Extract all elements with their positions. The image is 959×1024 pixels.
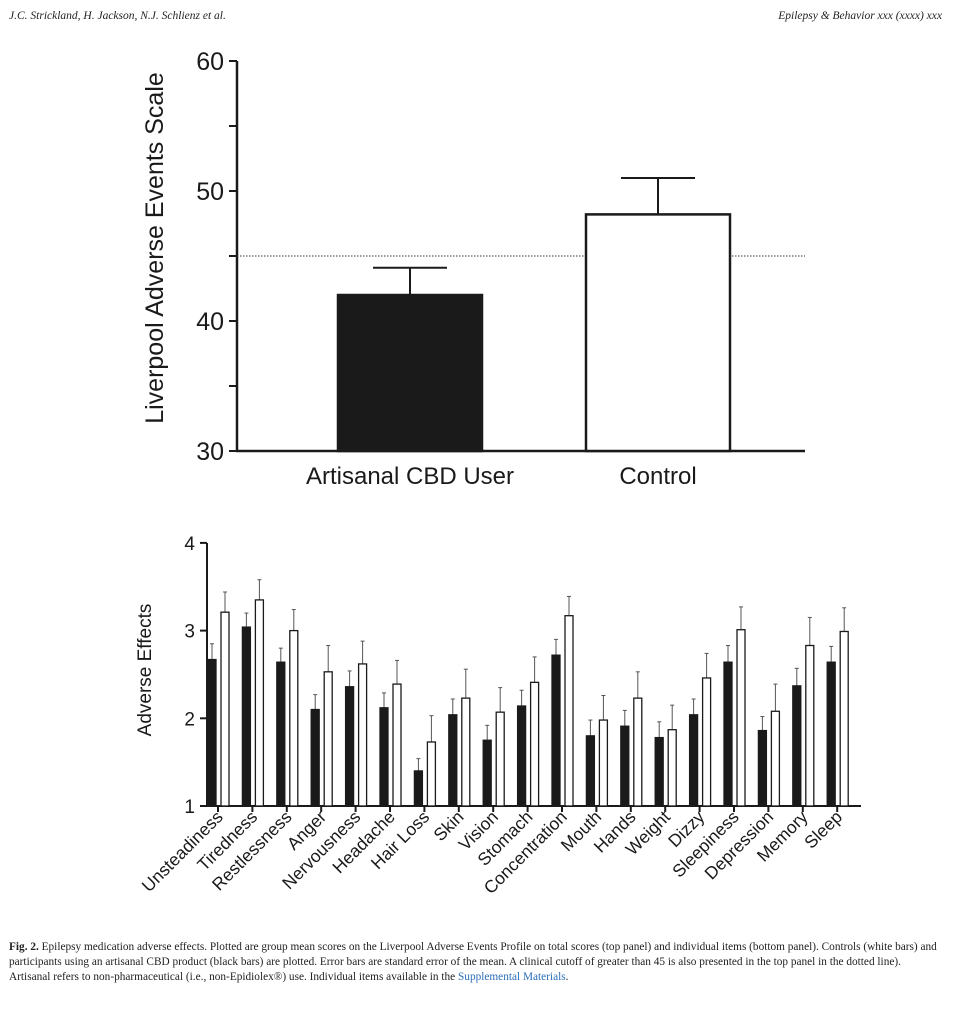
control-bar-tiredness: [254, 599, 265, 807]
cbd-bar-memory: [792, 685, 802, 807]
control-bar-restlessness: [289, 629, 299, 807]
cbd-bar-depression: [757, 729, 768, 807]
control-bar-vision: [495, 711, 505, 807]
control-bar-anger: [323, 671, 333, 807]
control-bar-hands: [633, 697, 643, 807]
control-bar-sleep: [839, 630, 849, 807]
cbd-bar-hands: [620, 725, 630, 807]
cbd-bar-tiredness: [241, 626, 252, 807]
caption-text: Epilepsy medication adverse effects. Plo…: [9, 941, 937, 983]
running-header-authors: J.C. Strickland, H. Jackson, N.J. Schlie…: [9, 10, 226, 22]
control-bar-stomach: [529, 681, 540, 807]
cbd-bar-dizzy: [688, 714, 699, 807]
control-bar-mouth: [598, 719, 609, 807]
y-tick-label: 40: [196, 308, 224, 336]
bar-artisanal-cbd-user: [336, 293, 484, 453]
cbd-bar-hair-loss: [413, 770, 424, 807]
caption-label: Fig. 2.: [9, 941, 39, 953]
figure-caption: Fig. 2. Epilepsy medication adverse effe…: [9, 940, 943, 985]
control-bar-hair-loss: [426, 741, 437, 807]
caption-end: .: [565, 971, 569, 983]
control-bar-sleepiness: [736, 629, 746, 807]
figure-2: 30 40 50 60 Liverpool Adverse Events Scale Ar…: [135, 48, 861, 898]
bar-control: [584, 213, 732, 453]
control-bar-weight: [667, 729, 677, 807]
cbd-bar-unsteadiness: [207, 658, 217, 807]
control-bar-headache: [392, 683, 402, 807]
cbd-bar-anger: [310, 708, 320, 807]
y-tick-label: 60: [196, 48, 224, 76]
running-header-journal: Epilepsy & Behavior xxx (xxxx) xxx: [778, 10, 942, 22]
control-bar-skin: [461, 697, 471, 807]
cbd-bar-restlessness: [276, 661, 286, 807]
cbd-bar-mouth: [585, 735, 596, 807]
control-bar-nervousness: [357, 663, 368, 807]
control-bar-dizzy: [701, 677, 712, 807]
control-bar-concentration: [564, 615, 574, 807]
cbd-bar-weight: [654, 736, 664, 807]
supplemental-link[interactable]: Supplemental Materials: [458, 971, 566, 983]
control-bar-unsteadiness: [220, 611, 230, 807]
y-tick-label: 4: [184, 534, 195, 555]
y-axis-label: Liverpool Adverse Events Scale: [141, 72, 169, 424]
y-axis-label: Adverse Effects: [135, 604, 156, 737]
y-tick-label: 3: [184, 622, 195, 643]
cbd-bar-skin: [448, 714, 458, 807]
cbd-bar-vision: [482, 739, 492, 807]
cbd-bar-sleep: [826, 661, 836, 807]
category-label: Artisanal CBD User: [306, 463, 514, 490]
y-tick-label: 50: [196, 178, 224, 206]
control-bar-memory: [805, 644, 815, 807]
y-tick-label: 1: [184, 797, 195, 818]
cbd-bar-stomach: [516, 705, 527, 807]
category-label: Control: [619, 463, 696, 490]
cbd-bar-sleepiness: [723, 661, 733, 807]
cbd-bar-nervousness: [344, 686, 355, 807]
cbd-bar-concentration: [551, 654, 561, 807]
y-tick-label: 2: [184, 709, 195, 730]
control-bar-depression: [770, 710, 781, 807]
cbd-bar-headache: [379, 707, 389, 807]
y-tick-label: 30: [196, 438, 224, 466]
category-label: Sleep: [800, 807, 846, 853]
